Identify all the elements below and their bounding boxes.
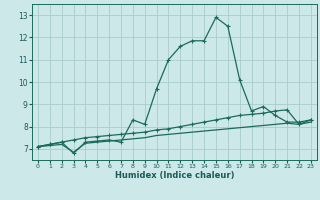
- X-axis label: Humidex (Indice chaleur): Humidex (Indice chaleur): [115, 171, 234, 180]
